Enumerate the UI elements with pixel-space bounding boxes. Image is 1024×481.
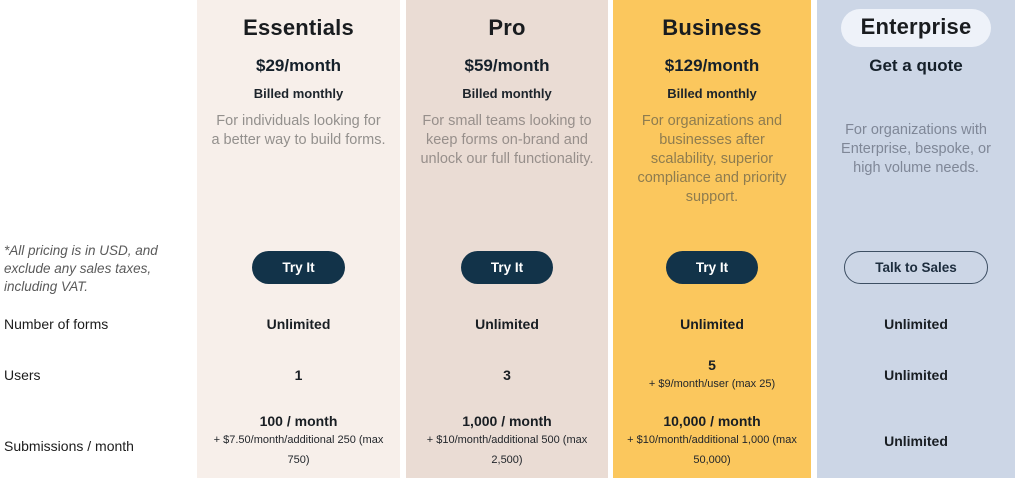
plan-title: Essentials — [243, 15, 354, 40]
forms-value: Unlimited — [266, 316, 331, 332]
plan-description: For individuals looking for a better way… — [211, 113, 386, 148]
plan-title: Enterprise — [840, 9, 992, 47]
users-value: 5 — [708, 356, 716, 373]
plan-price: $29/month — [255, 56, 342, 75]
plan-description: For organizations with Enterprise, bespo… — [841, 122, 991, 176]
pricing-disclaimer: *All pricing is in USD, and exclude any … — [4, 243, 158, 294]
plan-column-pro: Pro $59/month Billed monthly For small t… — [406, 0, 608, 478]
submissions-value: 1,000 / month — [462, 412, 552, 429]
submissions-note: + $10/month/additional 1,000 (max 50,000… — [627, 433, 797, 466]
billing-cycle: Billed monthly — [253, 86, 344, 101]
plan-column-essentials: Essentials $29/month Billed monthly For … — [197, 0, 400, 478]
plan-description: For organizations and businesses after s… — [637, 113, 787, 205]
plan-description: For small teams looking to keep forms on… — [420, 113, 594, 167]
users-value: 3 — [503, 367, 511, 383]
row-label-users: Users — [4, 367, 41, 383]
try-it-button[interactable]: Try It — [665, 250, 759, 284]
submissions-value: 100 / month — [259, 412, 338, 429]
users-note: + $9/month/user (max 25) — [648, 377, 776, 390]
plan-price: Get a quote — [869, 56, 963, 75]
talk-to-sales-button[interactable]: Talk to Sales — [844, 250, 988, 284]
plan-column-business: Business $129/month Billed monthly For o… — [613, 0, 811, 478]
try-it-button[interactable]: Try It — [460, 250, 554, 284]
forms-value: Unlimited — [680, 316, 744, 332]
submissions-note: + $10/month/additional 500 (max 2,500) — [426, 433, 588, 466]
plan-title: Pro — [488, 15, 526, 40]
billing-cycle: Billed monthly — [462, 86, 552, 101]
plan-title: Business — [662, 15, 762, 40]
submissions-value: Unlimited — [884, 433, 948, 449]
submissions-value: 10,000 / month — [663, 412, 761, 429]
users-value: 1 — [294, 367, 303, 383]
users-value: Unlimited — [884, 367, 948, 383]
plan-price: $129/month — [664, 56, 760, 75]
row-label-number-of-forms: Number of forms — [4, 316, 109, 332]
forms-value: Unlimited — [475, 316, 539, 332]
plan-column-enterprise: Enterprise Get a quote For organizations… — [817, 0, 1015, 478]
try-it-button[interactable]: Try It — [252, 250, 345, 284]
billing-cycle: Billed monthly — [667, 86, 757, 101]
forms-value: Unlimited — [884, 316, 948, 332]
submissions-note: + $7.50/month/additional 250 (max 750) — [213, 433, 384, 466]
row-label-submissions: Submissions / month — [4, 438, 134, 454]
plan-price: $59/month — [464, 56, 550, 75]
